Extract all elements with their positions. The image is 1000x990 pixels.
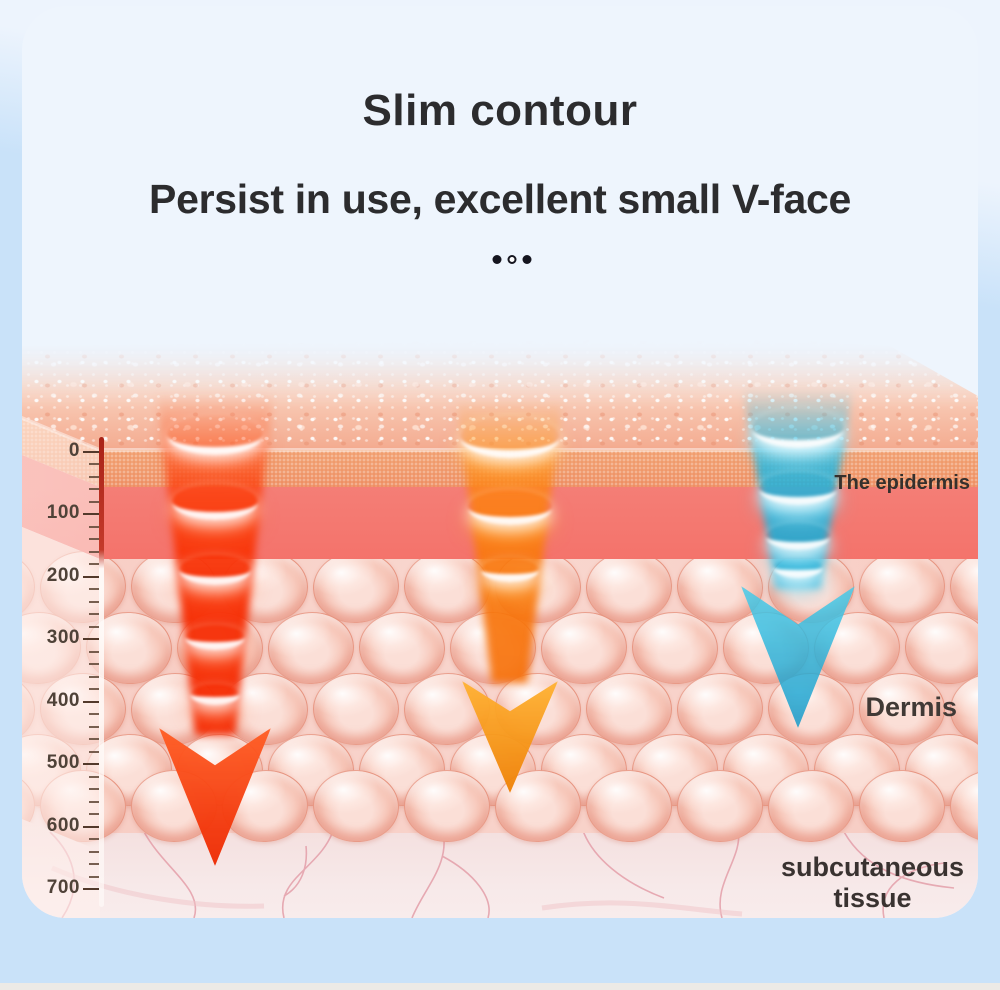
ruler-major-tick bbox=[83, 575, 99, 578]
ruler-tick-label: 500 bbox=[46, 752, 80, 774]
ruler-minor-tick bbox=[89, 500, 99, 503]
page-subtitle: Persist in use, excellent small V-face bbox=[149, 176, 851, 222]
bottom-divider bbox=[0, 983, 1000, 990]
dermis-cell bbox=[723, 612, 809, 684]
dermis-cell bbox=[131, 770, 217, 842]
ruler-minor-tick bbox=[89, 650, 99, 653]
page-title: Slim contour bbox=[362, 86, 638, 135]
dermis-cell bbox=[313, 673, 399, 745]
ruler-minor-tick bbox=[89, 788, 99, 791]
dermis-cell bbox=[222, 551, 308, 623]
ruler-major-tick bbox=[83, 638, 99, 641]
dermis-cell bbox=[450, 612, 536, 684]
block-side-face bbox=[22, 418, 100, 918]
ruler-minor-tick bbox=[89, 613, 99, 616]
pagination-dot[interactable] bbox=[522, 255, 532, 264]
ruler-minor-tick bbox=[89, 663, 99, 666]
ruler-major-tick bbox=[83, 700, 99, 703]
ruler-minor-tick bbox=[89, 550, 99, 553]
ruler-tick-label: 400 bbox=[46, 689, 80, 711]
pagination-dots bbox=[492, 255, 532, 264]
ruler-minor-tick bbox=[89, 800, 99, 803]
ruler-major-tick bbox=[83, 825, 99, 828]
depth-ruler-line bbox=[99, 437, 104, 907]
ruler-minor-tick bbox=[89, 813, 99, 816]
ruler-major-tick bbox=[83, 451, 99, 453]
ruler-minor-tick bbox=[89, 625, 99, 628]
ruler-minor-tick bbox=[89, 475, 99, 478]
pagination-dot[interactable] bbox=[507, 255, 517, 264]
ruler-tick-label: 200 bbox=[46, 564, 80, 586]
ruler-tick-label: 600 bbox=[46, 814, 80, 836]
ruler-minor-tick bbox=[89, 675, 99, 678]
ruler-minor-tick bbox=[89, 563, 99, 566]
ruler-tick-label: 0 bbox=[68, 440, 80, 461]
ruler-tick-label: 300 bbox=[46, 627, 80, 649]
ruler-minor-tick bbox=[89, 775, 99, 778]
ruler-minor-tick bbox=[89, 725, 99, 728]
skin-cross-section-diagram: 0 100 200 300 400 500 600 700 The epidermis Der… bbox=[22, 6, 978, 918]
ruler-minor-tick bbox=[89, 875, 99, 878]
dermis-cell bbox=[177, 612, 263, 684]
ruler-minor-tick bbox=[89, 538, 99, 541]
dermis-cell bbox=[677, 770, 763, 842]
ruler-minor-tick bbox=[89, 600, 99, 603]
ruler-minor-tick bbox=[89, 688, 99, 691]
dermis-cell bbox=[859, 673, 945, 745]
depth-ruler: 0 100 200 300 400 500 600 700 bbox=[22, 431, 112, 918]
ruler-minor-tick bbox=[89, 488, 99, 491]
ruler-minor-tick bbox=[89, 750, 99, 753]
ruler-tick-label: 100 bbox=[46, 502, 80, 524]
dermis-cell bbox=[768, 551, 854, 623]
ruler-minor-tick bbox=[89, 713, 99, 716]
ruler-major-tick bbox=[83, 888, 99, 890]
pagination-dot[interactable] bbox=[492, 255, 502, 264]
ruler-minor-tick bbox=[89, 863, 99, 866]
ruler-minor-tick bbox=[89, 588, 99, 591]
ruler-minor-tick bbox=[89, 850, 99, 853]
ruler-minor-tick bbox=[89, 525, 99, 528]
ruler-major-tick bbox=[83, 763, 99, 766]
ruler-tick-label: 700 bbox=[46, 877, 80, 898]
ruler-minor-tick bbox=[89, 738, 99, 741]
dermis-cell bbox=[404, 770, 490, 842]
dermis-cell bbox=[586, 673, 672, 745]
content-card: 0 100 200 300 400 500 600 700 The epidermis Der… bbox=[22, 6, 978, 918]
ruler-minor-tick bbox=[89, 463, 99, 466]
ruler-major-tick bbox=[83, 513, 99, 516]
dermis-cell bbox=[495, 551, 581, 623]
ruler-minor-tick bbox=[89, 838, 99, 841]
